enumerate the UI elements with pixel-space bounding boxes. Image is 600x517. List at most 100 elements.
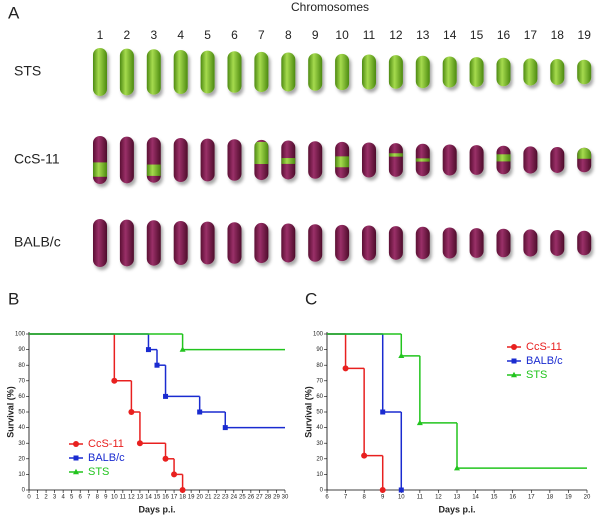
x-tick-label: 16: [162, 495, 169, 501]
marker: [162, 455, 169, 462]
y-tick-label: 0: [320, 488, 324, 494]
chromosome: [173, 220, 188, 266]
chromosome: [93, 219, 107, 267]
chromosome: [227, 139, 242, 181]
chromosome-number: 13: [416, 28, 430, 42]
chromosome-number: 9: [312, 28, 319, 42]
marker: [398, 487, 404, 493]
x-tick-label: 29: [273, 495, 280, 501]
chromosome-body: [227, 51, 242, 93]
chromosome: [496, 145, 511, 175]
chromosome: [550, 147, 565, 173]
x-tick-label: 15: [154, 495, 161, 501]
x-tick-label: 11: [417, 495, 424, 501]
chromosome-body: [308, 224, 323, 262]
chromosome: [335, 224, 350, 262]
chromosome: [577, 230, 592, 256]
chromosome: [523, 229, 538, 257]
chromosome: [442, 227, 457, 259]
legend-marker: [73, 441, 79, 447]
marker: [380, 409, 386, 415]
marker: [179, 487, 186, 493]
panel-label: C: [305, 289, 317, 308]
marker: [222, 425, 228, 431]
chromosome-body: [469, 228, 484, 258]
green-segment: [388, 153, 403, 157]
x-tick-label: 6: [325, 495, 329, 501]
x-tick-label: 18: [547, 495, 554, 501]
legend-label: STS: [88, 466, 109, 478]
marker: [454, 464, 460, 471]
chromosome: [308, 53, 323, 91]
chromosome-body: [281, 223, 296, 263]
legend-marker: [511, 358, 517, 364]
chromosome: [308, 141, 323, 179]
y-tick-label: 60: [18, 394, 25, 400]
chromosome: [200, 138, 215, 182]
green-segment: [577, 147, 592, 159]
chromosome-body: [523, 58, 538, 86]
chromosome-number: 5: [204, 28, 211, 42]
x-tick-label: 17: [528, 495, 535, 501]
chromosome-body: [93, 48, 107, 96]
chromosome-number: 2: [124, 28, 131, 42]
legend-marker: [73, 455, 79, 461]
chromosome: [523, 146, 538, 174]
chromosome: [146, 137, 161, 183]
chromosome-body: [550, 59, 565, 85]
panel-label: A: [8, 3, 20, 22]
x-tick-label: 12: [435, 495, 442, 501]
green-segment: [254, 141, 269, 165]
chromosome: [469, 228, 484, 258]
x-tick-label: 12: [128, 495, 135, 501]
y-tick-label: 30: [18, 441, 25, 447]
y-tick-label: 100: [313, 332, 324, 338]
chromosome-body: [227, 222, 242, 264]
x-tick-label: 27: [256, 495, 263, 501]
row-label: CcS-11: [14, 151, 60, 167]
x-tick-label: 8: [96, 495, 100, 501]
chromosome-number: 1: [97, 28, 104, 42]
chromosome-body: [173, 220, 188, 266]
chromosome: [200, 50, 215, 94]
chromosome: [254, 51, 269, 93]
chromosome-body: [200, 138, 215, 182]
x-tick-label: 21: [205, 495, 212, 501]
marker: [197, 409, 203, 415]
panel-label: B: [8, 289, 19, 308]
chromosome: [496, 57, 511, 87]
x-tick-label: 16: [509, 495, 516, 501]
chromosome-number: 12: [389, 28, 403, 42]
x-tick-label: 0: [27, 495, 31, 501]
x-tick-label: 11: [120, 495, 127, 501]
x-tick-label: 22: [213, 495, 220, 501]
marker: [154, 362, 160, 368]
y-tick-label: 70: [316, 378, 323, 384]
chromosome-body: [523, 146, 538, 174]
green-segment: [93, 162, 107, 177]
x-tick-label: 9: [104, 495, 108, 501]
chromosome-number: 11: [363, 28, 376, 42]
marker: [171, 471, 178, 478]
chromosome-body: [415, 226, 430, 260]
chromosome-body: [308, 141, 323, 179]
y-tick-label: 70: [18, 378, 25, 384]
y-tick-label: 20: [316, 456, 323, 462]
chromosome-body: [388, 143, 403, 177]
chromosome-body: [362, 225, 376, 261]
chromosome-body: [442, 144, 457, 176]
chromosome-body: [254, 222, 269, 264]
chromosome-number: 10: [335, 28, 349, 42]
x-tick-label: 20: [584, 495, 591, 501]
x-tick-label: 5: [70, 495, 74, 501]
y-tick-label: 10: [18, 472, 25, 478]
chromosome-body: [146, 220, 161, 266]
legend-marker: [511, 344, 517, 350]
x-tick-label: 17: [171, 495, 178, 501]
marker: [111, 377, 118, 384]
chromosome-body: [146, 49, 161, 95]
chromosome: [281, 140, 296, 180]
chromosome: [281, 223, 296, 263]
x-tick-label: 7: [344, 495, 348, 501]
y-tick-label: 40: [18, 425, 25, 431]
